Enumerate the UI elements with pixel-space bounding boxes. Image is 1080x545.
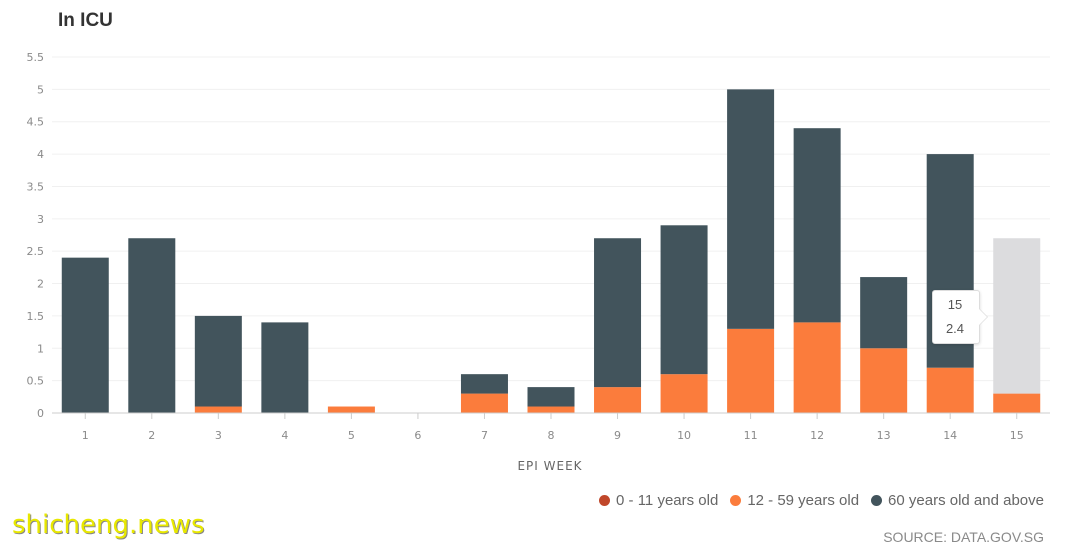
y-tick-label: 2.5: [27, 245, 45, 258]
y-tick-label: 0.5: [27, 375, 45, 388]
x-tick-label: 7: [481, 429, 488, 442]
tooltip: 15 2.4: [932, 290, 988, 344]
bar-segment: [128, 238, 176, 413]
x-tick-label: 10: [677, 429, 691, 442]
x-axis-title: EPI WEEK: [517, 459, 582, 473]
x-tick-label: 2: [148, 429, 155, 442]
legend-dot-icon: [871, 495, 883, 506]
y-tick-label: 2: [37, 278, 44, 291]
x-tick-label: 3: [215, 429, 222, 442]
chart-plot: 00.511.522.533.544.555.5 1 2 3 4 5 6 7 8 9 10 11 12…: [27, 51, 1050, 473]
bar-segment: [527, 406, 575, 413]
x-axis: [52, 412, 1050, 419]
tooltip-arrow-fill: [979, 309, 987, 325]
bar-segment: [194, 406, 242, 413]
bar-segment: [860, 348, 908, 413]
bar-segment: [327, 406, 375, 413]
bar-segment: [727, 328, 775, 413]
legend-dot-icon: [730, 495, 742, 506]
legend-label: 12 - 59 years old: [747, 492, 860, 509]
legend-dot-icon: [599, 495, 611, 506]
legend: 0 - 11 years old 12 - 59 years old 60 ye…: [587, 492, 1044, 509]
bar-segment: [527, 387, 575, 407]
legend-item-60-above[interactable]: 60 years old and above: [871, 492, 1044, 509]
x-tick-label: 12: [810, 429, 824, 442]
y-tick-label: 0: [37, 407, 44, 420]
bar-segment: [194, 315, 242, 407]
tooltip-value: 2.4: [945, 321, 965, 336]
legend-label: 60 years old and above: [888, 492, 1044, 509]
y-tick-label: 5: [37, 83, 44, 96]
x-tick-label: 1: [82, 429, 89, 442]
bar-segment: [860, 277, 908, 349]
tooltip-category: 15: [947, 297, 963, 312]
y-tick-label: 5.5: [27, 51, 45, 64]
bar-segment: [993, 393, 1041, 413]
y-tick-label: 4: [37, 148, 44, 161]
y-axis: 0 0.5 1 1.5 2 2.5 3 3.5 4 4.5 5 5.5: [27, 51, 45, 420]
y-tick-label: 1.5: [27, 310, 45, 323]
watermark: shicheng.news: [12, 510, 205, 540]
source-label: SOURCE: DATA.GOV.SG: [883, 529, 1044, 545]
y-tick-label: 1: [37, 342, 44, 355]
y-tick-label: 4.5: [27, 116, 45, 129]
legend-label: 0 - 11 years old: [616, 492, 719, 509]
bar-segment: [660, 225, 708, 375]
bar-segment: [261, 322, 309, 413]
x-tick-label: 15: [1010, 429, 1024, 442]
y-tick-label: 3: [37, 213, 44, 226]
x-tick-label: 13: [877, 429, 891, 442]
legend-item-12-59[interactable]: 12 - 59 years old: [730, 492, 859, 509]
bar-segment: [460, 393, 508, 413]
x-tick-label: 9: [614, 429, 621, 442]
x-tick-label: 6: [414, 429, 421, 442]
bar-segment: [594, 387, 642, 413]
bar-segment: [61, 257, 109, 413]
bar-segment: [660, 374, 708, 413]
bar-segment: [926, 367, 974, 413]
x-tick-label: 8: [548, 429, 555, 442]
bar-segment: [727, 89, 775, 329]
y-tick-label: 3.5: [27, 180, 45, 193]
x-tick-label: 4: [281, 429, 288, 442]
bar-segment: [993, 238, 1041, 394]
legend-item-0-11[interactable]: 0 - 11 years old: [599, 492, 718, 509]
chart-title: In ICU: [58, 10, 113, 31]
x-tick-label: 5: [348, 429, 355, 442]
bar-group: [61, 89, 1041, 413]
x-tick-label: 11: [744, 429, 758, 442]
bar-segment: [594, 238, 642, 388]
x-tick-labels: 1 2 3 4 5 6 7 8 9 10 11 12 13 14 15: [82, 429, 1024, 442]
bar-segment: [793, 128, 841, 323]
bar-segment: [460, 374, 508, 394]
x-tick-label: 14: [943, 429, 957, 442]
bar-segment: [793, 322, 841, 413]
